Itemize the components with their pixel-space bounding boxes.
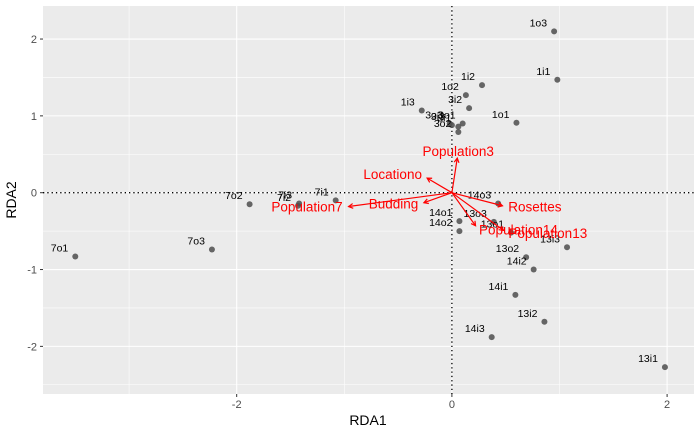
- data-point: [523, 254, 530, 261]
- vector-arrowhead: [497, 201, 504, 208]
- vector-label: Population13: [508, 226, 587, 241]
- point-label: 14i3: [465, 323, 485, 335]
- data-point: [456, 218, 463, 225]
- reference-lines: [43, 6, 694, 394]
- vector-arrowhead: [347, 203, 354, 209]
- vector-label: Population7: [271, 199, 342, 214]
- vector-arrowhead: [498, 225, 505, 232]
- point-label: 7i3: [278, 189, 292, 201]
- y-tick-label: -2: [27, 341, 37, 353]
- data-point: [462, 92, 469, 99]
- data-point: [530, 266, 537, 273]
- data-point: [455, 129, 462, 136]
- vector-arrow: [423, 192, 453, 204]
- data-point: [448, 122, 455, 129]
- vector-arrow: [451, 192, 504, 231]
- points-layer: [72, 28, 668, 371]
- y-tick-label: 2: [31, 34, 37, 46]
- data-point: [332, 197, 339, 204]
- grid-minor: [43, 6, 694, 394]
- vector-label: Rosettes: [508, 199, 562, 214]
- vector-arrow: [451, 158, 458, 193]
- vector-arrow: [348, 192, 452, 208]
- data-point: [541, 318, 548, 325]
- vector-arrow: [426, 177, 453, 194]
- point-label: 1o1: [492, 109, 510, 121]
- x-tick-label: 2: [664, 399, 670, 411]
- data-point: [466, 105, 473, 112]
- point-label: 13o1: [481, 219, 505, 231]
- vector-arrow: [451, 192, 477, 227]
- y-tick-label: 1: [31, 111, 37, 123]
- vector-arrowhead: [422, 198, 429, 205]
- point-label: 1i3: [401, 96, 415, 108]
- vectors-layer: [347, 156, 505, 232]
- point-label: 1i1: [536, 66, 550, 78]
- point-label: 3o1: [438, 110, 456, 122]
- point-label: 13i2: [518, 308, 538, 320]
- vector-arrow: [451, 192, 503, 207]
- data-point: [554, 76, 561, 83]
- data-point: [513, 119, 520, 126]
- point-label: 3i1: [437, 113, 451, 125]
- point-label: 3o3: [425, 110, 443, 122]
- point-label: 14i2: [507, 256, 527, 268]
- y-axis-title: RDA2: [3, 181, 19, 219]
- point-label: 13i3: [540, 233, 560, 245]
- data-point: [459, 120, 466, 127]
- data-point: [455, 123, 462, 130]
- point-label: 1o2: [441, 81, 459, 93]
- point-label: 3i2: [448, 94, 462, 106]
- y-axis-ticks: -2 -1 0 1 2: [27, 34, 43, 353]
- point-label: 14o1: [429, 207, 453, 219]
- data-point: [456, 228, 463, 235]
- vector-label: Population3: [423, 144, 494, 159]
- data-point: [246, 201, 253, 208]
- point-label: 1i2: [461, 71, 475, 83]
- data-point: [296, 200, 303, 207]
- data-point: [488, 334, 495, 341]
- point-label: 7o3: [187, 236, 205, 248]
- data-point: [479, 82, 486, 89]
- vector-arrowhead: [470, 220, 477, 227]
- data-point: [551, 28, 558, 35]
- point-label: 3i3: [431, 111, 445, 123]
- data-point: [208, 246, 215, 253]
- data-point: [418, 107, 425, 114]
- point-label: 7o1: [51, 242, 69, 254]
- data-point: [512, 291, 519, 298]
- data-point: [508, 229, 515, 236]
- x-axis-ticks: -2 0 2: [232, 394, 670, 411]
- data-point: [564, 244, 571, 251]
- data-point: [490, 218, 497, 225]
- data-point: [72, 253, 79, 260]
- y-tick-label: 0: [31, 188, 37, 200]
- point-labels-layer: 1o31i11i21o23i21i31o13o33o13i13i33o27i27…: [51, 17, 658, 365]
- panel-background: [43, 6, 694, 394]
- vector-arrowhead: [453, 156, 460, 164]
- point-label: 7o2: [225, 190, 243, 202]
- x-axis-title: RDA1: [349, 412, 387, 428]
- point-label: 13i1: [638, 353, 658, 365]
- point-label: 7i2: [277, 192, 291, 204]
- point-label: 14i1: [489, 281, 509, 293]
- point-label: 3o2: [434, 118, 452, 130]
- data-point: [661, 364, 668, 371]
- x-tick-label: 0: [449, 399, 455, 411]
- point-label: 1o3: [530, 17, 548, 29]
- point-label: 14o2: [429, 217, 453, 229]
- point-label: 7i1: [315, 186, 329, 198]
- vector-label: Budding: [369, 197, 419, 212]
- vector-arrowhead: [426, 177, 433, 183]
- vector-label: Locationo: [363, 167, 422, 182]
- vector-label: Population14: [479, 223, 558, 238]
- y-tick-label: -1: [27, 265, 37, 277]
- x-tick-label: -2: [232, 399, 242, 411]
- point-label: 13o2: [496, 243, 520, 255]
